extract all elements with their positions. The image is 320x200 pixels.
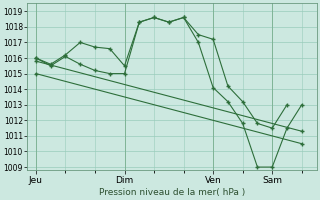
X-axis label: Pression niveau de la mer( hPa ): Pression niveau de la mer( hPa )	[99, 188, 245, 197]
